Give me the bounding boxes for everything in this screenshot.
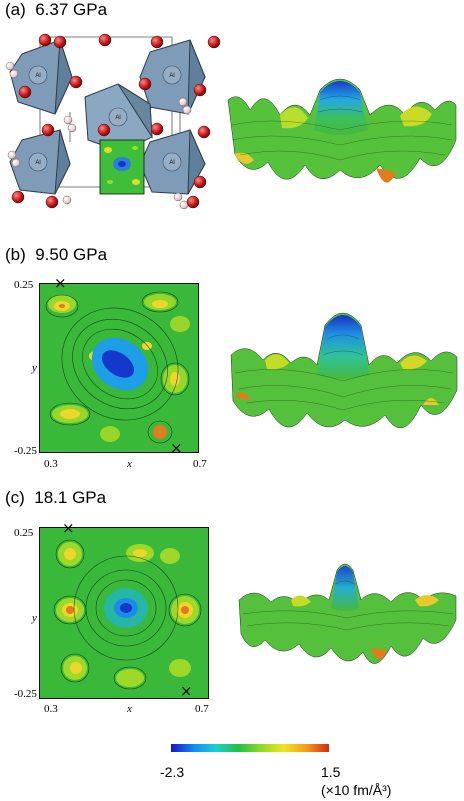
panel-a-label: (a) 6.37 GPa (5, 0, 108, 19)
map-b-x-max: 0.7 (193, 458, 207, 470)
al-label: Al (35, 73, 40, 79)
map-b-y-max: 0.25 (14, 279, 34, 291)
surface-plot-b (230, 312, 458, 429)
map-b-y-name: y (32, 362, 37, 374)
al-label: Al (169, 160, 174, 166)
surface-plot-c (238, 563, 457, 664)
map-c-x-max: 0.7 (195, 703, 209, 715)
contour-map-c (39, 527, 209, 699)
cross-marker: × (180, 682, 193, 700)
cross-marker: × (62, 519, 75, 537)
contour-map-b (39, 283, 199, 453)
colorbar-min-label: -2.3 (160, 764, 185, 780)
map-c-x-min: 0.3 (44, 703, 58, 715)
al-label: Al (169, 73, 174, 79)
panel-c-label: (c) 18.1 GPa (5, 488, 107, 507)
map-b-x-name: x (127, 458, 132, 470)
map-b-y-min: -0.25 (14, 445, 37, 457)
map-c-y-name: y (32, 612, 37, 624)
crystal-structure: Al Al Al Al Al (5, 33, 221, 210)
colorbar-max-label: 1.5 (321, 764, 341, 780)
al-label: Al (35, 160, 40, 166)
cross-marker: × (54, 274, 67, 292)
map-b-x-min: 0.3 (44, 458, 58, 470)
map-c-y-max: 0.25 (14, 527, 34, 539)
map-c-x-name: x (127, 703, 132, 715)
colorbar-gradient (171, 744, 329, 752)
colorbar-unit-label: (×10 fm/Å³) (321, 782, 392, 798)
colorbar (171, 744, 329, 752)
al-label: Al (115, 115, 120, 121)
structure-inset-map (99, 139, 145, 195)
map-c-y-min: -0.25 (14, 688, 37, 700)
panel-b-label: (b) 9.50 GPa (5, 245, 108, 264)
cross-marker: × (170, 439, 183, 457)
surface-plot-a (227, 78, 457, 183)
